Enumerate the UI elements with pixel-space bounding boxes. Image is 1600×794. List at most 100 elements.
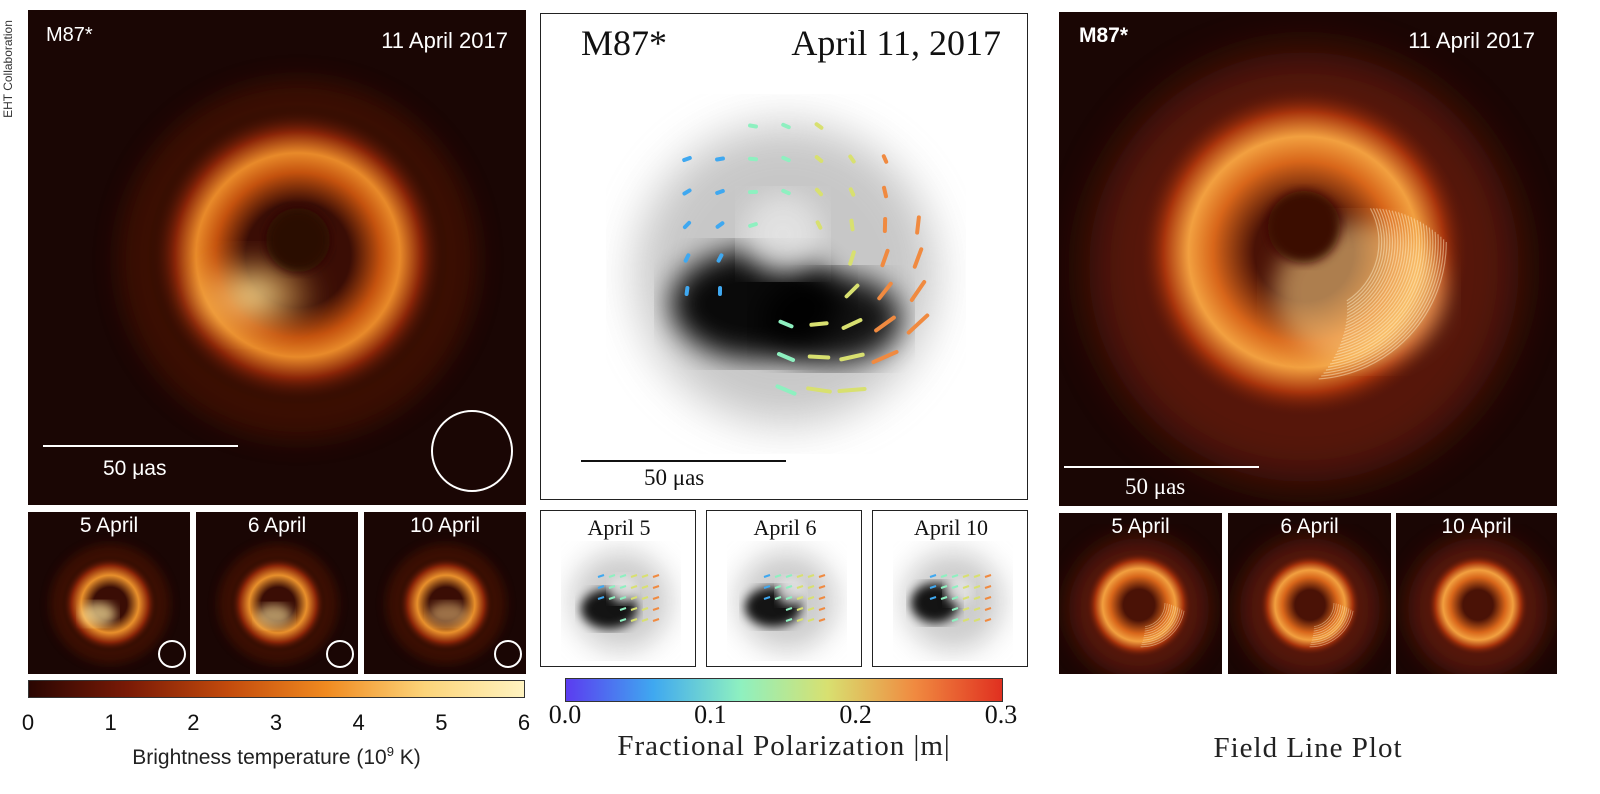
middle-small-label-1: April 5 <box>587 515 651 540</box>
field-line <box>1311 607 1348 641</box>
field-line <box>1143 605 1175 637</box>
field-line <box>1323 236 1442 374</box>
polarization-tick <box>818 596 826 600</box>
polarization-tick <box>807 618 815 622</box>
polarization-tick <box>818 574 826 578</box>
polarization-tick <box>715 221 725 229</box>
polarization-tick <box>877 281 893 301</box>
polarization-tick <box>929 596 937 600</box>
polarization-map-small <box>903 551 1003 651</box>
polarization-tick <box>880 248 890 268</box>
polarization-map <box>636 122 936 424</box>
polarization-tick <box>807 596 815 600</box>
left-small-panel-3: 10 April <box>364 512 526 674</box>
polarization-tick <box>682 220 692 230</box>
colorbar-tick-label: 4 <box>352 710 365 735</box>
polarization-tick <box>940 574 948 578</box>
field-line <box>1340 216 1415 343</box>
left-small-label-2: 6 April <box>247 514 307 537</box>
polarization-tick <box>871 349 899 365</box>
field-line <box>1327 231 1437 368</box>
polarization-tick <box>715 156 725 162</box>
polarization-tick <box>763 596 771 600</box>
field-line <box>1312 606 1346 639</box>
polarization-tick <box>775 384 797 396</box>
polarization-tick <box>608 596 616 600</box>
polarization-tick <box>973 607 981 611</box>
polarization-map-small <box>737 551 837 651</box>
polarization-tick <box>763 585 771 589</box>
polarization-tick <box>683 253 691 263</box>
left-small-label-3: 10 April <box>409 514 481 537</box>
polarization-tick <box>940 596 948 600</box>
small-ring-image <box>50 544 170 664</box>
polarization-tick <box>778 319 794 329</box>
field-line <box>1336 221 1423 353</box>
polarization-tick <box>785 607 793 611</box>
polarization-map-small <box>571 551 671 651</box>
polarization-tick <box>962 607 970 611</box>
polarization-tick <box>774 574 782 578</box>
field-line <box>1313 604 1341 634</box>
polarization-tick <box>973 596 981 600</box>
polarization-tick <box>848 154 856 164</box>
polarization-tick <box>748 222 758 228</box>
field-line <box>1313 603 1337 630</box>
polarization-tick <box>630 574 638 578</box>
polarization-tick <box>984 596 992 600</box>
polarization-tick <box>807 354 831 360</box>
polarization-tick <box>748 156 758 162</box>
field-line <box>1318 241 1447 380</box>
left-small-beam-3 <box>494 640 522 668</box>
colorbar-tick-label: 0 <box>21 710 35 735</box>
polarization-tick <box>641 585 649 589</box>
left-source-label: M87* <box>46 24 93 46</box>
polarization-tick <box>940 585 948 589</box>
polarization-tick <box>841 318 863 330</box>
polarization-tick <box>785 596 793 600</box>
colorbar-tick-label: 0.1 <box>694 700 727 729</box>
polarization-tick <box>781 188 791 196</box>
field-line <box>1333 225 1429 359</box>
polarization-colorbar <box>565 678 1003 702</box>
polarization-tick <box>619 596 627 600</box>
polarization-tick <box>652 607 660 611</box>
small-ring-image <box>386 544 506 664</box>
polarization-tick <box>951 585 959 589</box>
field-line <box>1144 604 1170 632</box>
right-scale-bar <box>1064 466 1259 468</box>
field-line <box>1345 210 1399 324</box>
polarization-tick <box>807 585 815 589</box>
polarization-tick <box>641 574 649 578</box>
middle-small-label-3: April 10 <box>914 515 988 540</box>
field-line <box>1345 211 1402 327</box>
field-line <box>1314 602 1335 628</box>
polarization-tick <box>748 123 758 129</box>
colorbar-tick-label: 2 <box>187 710 200 735</box>
left-small-label-1: 5 April <box>79 514 139 537</box>
polarization-tick <box>774 585 782 589</box>
left-date-label: 11 April 2017 <box>381 28 508 53</box>
polarization-tick <box>652 585 660 589</box>
polarization-tick <box>973 585 981 589</box>
polarization-tick <box>849 218 855 232</box>
field-line <box>1329 229 1434 365</box>
polarization-tick <box>807 574 815 578</box>
middle-scale-bar <box>581 460 786 462</box>
right-small-label-1: 5 April <box>1111 515 1170 538</box>
polarization-tick <box>962 618 970 622</box>
right-small-label-2: 6 April <box>1280 515 1339 538</box>
field-line-streaks <box>1318 208 1447 380</box>
polarization-tick <box>951 618 959 622</box>
field-line-image <box>1089 52 1519 482</box>
polarization-tick <box>785 618 793 622</box>
small-field-line-image <box>1408 538 1548 674</box>
polarization-tick <box>984 618 992 622</box>
polarization-tick <box>912 247 924 269</box>
small-ring-image <box>218 544 338 664</box>
field-line <box>1338 219 1420 349</box>
left-small-panel-1: 5 April <box>28 512 190 674</box>
field-line <box>1346 208 1391 314</box>
brightness-ring-image <box>118 80 478 440</box>
left-beam-circle <box>431 410 513 492</box>
